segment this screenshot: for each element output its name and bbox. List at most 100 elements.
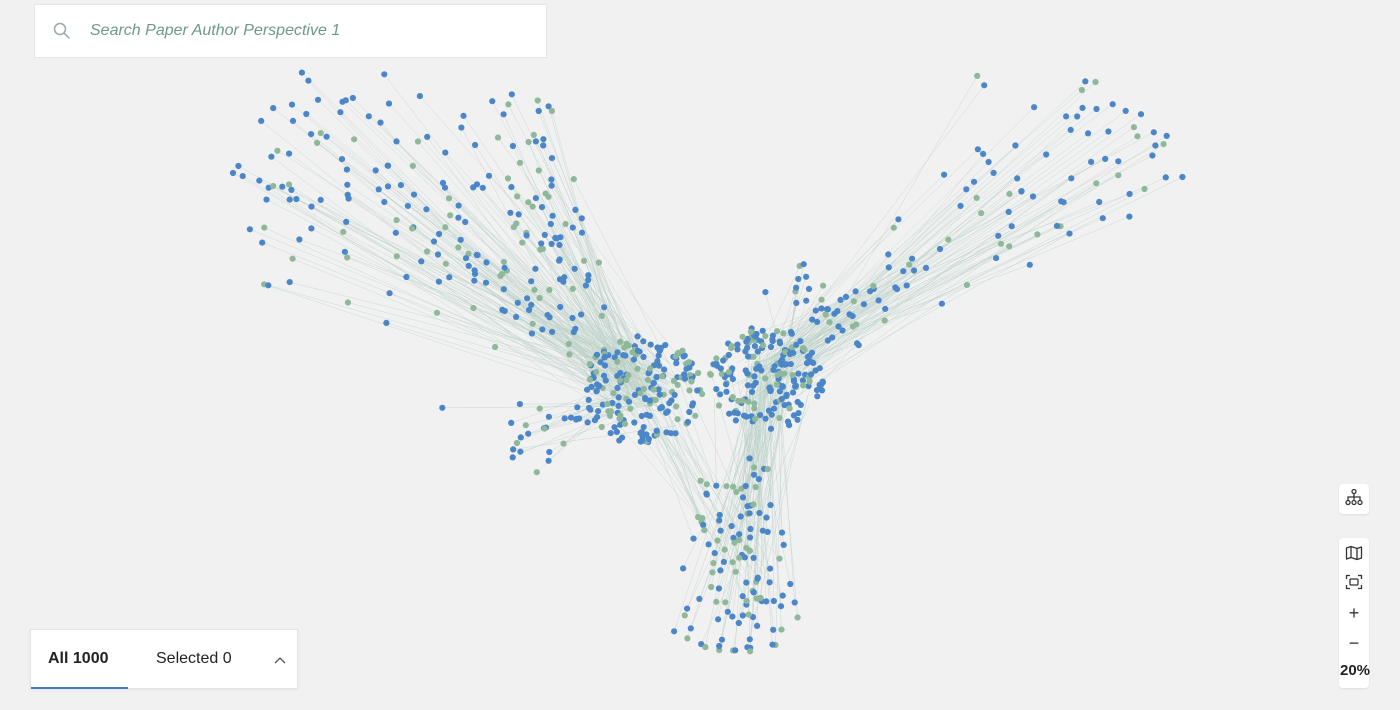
graph-edge	[752, 406, 791, 585]
graph-edge	[551, 185, 697, 383]
graph-node	[885, 264, 892, 271]
graph-node	[372, 167, 379, 174]
graph-node	[516, 401, 524, 408]
graph-node	[1115, 158, 1122, 165]
graph-node	[423, 206, 430, 213]
graph-node	[767, 565, 774, 572]
tab-all[interactable]: All 1000	[48, 650, 109, 667]
graph-node	[609, 399, 616, 407]
graph-edge	[769, 243, 1002, 359]
graph-node	[671, 391, 678, 398]
search-input[interactable]	[88, 21, 512, 41]
graph-edge	[551, 179, 638, 377]
graph-node	[500, 258, 507, 265]
graph-node	[750, 382, 757, 389]
graph-node	[778, 626, 785, 633]
graph-node	[1092, 78, 1099, 86]
graph-node	[826, 319, 833, 326]
graph-node	[778, 529, 786, 536]
graph-node	[808, 349, 816, 356]
graph-node	[424, 248, 431, 255]
graph-node	[743, 579, 750, 586]
graph-node	[745, 353, 752, 360]
graph-node	[637, 438, 644, 445]
search-box[interactable]	[34, 4, 547, 58]
graph-node	[298, 69, 305, 76]
zoom-out-button[interactable]: −	[1339, 630, 1369, 656]
graph-node	[779, 592, 786, 599]
graph-node	[458, 124, 465, 131]
graph-edge	[759, 365, 798, 514]
graph-node	[717, 391, 724, 398]
graph-node	[513, 313, 520, 320]
graph-node	[434, 251, 442, 258]
graph-edge	[347, 302, 647, 382]
graph-node	[767, 343, 775, 351]
graph-edge	[511, 186, 670, 387]
graph-node	[526, 306, 533, 314]
graph-node	[900, 268, 907, 275]
graph-node	[757, 412, 764, 419]
graph-edge	[686, 418, 777, 609]
graph-node	[779, 383, 786, 390]
graph-node	[835, 323, 842, 330]
graph-node	[279, 183, 286, 190]
graph-node	[685, 359, 693, 366]
graph-node	[936, 245, 944, 253]
graph-node	[614, 358, 621, 365]
graph-node	[627, 405, 634, 412]
graph-node	[548, 240, 555, 247]
graph-node	[414, 138, 422, 145]
graph-node	[465, 262, 472, 269]
graph-node	[386, 290, 393, 297]
graph-node	[586, 360, 593, 368]
graph-node	[1126, 190, 1133, 198]
graph-node	[1031, 104, 1038, 111]
graph-node	[621, 344, 628, 351]
graph-node	[672, 353, 679, 360]
graph-node	[747, 648, 754, 655]
graph-node	[460, 112, 467, 119]
graph-node	[351, 136, 358, 143]
graph-node	[739, 397, 746, 404]
graph-node	[546, 286, 553, 293]
graph-edge	[512, 145, 622, 381]
graph-node	[1137, 111, 1145, 118]
fit-view-button[interactable]	[1339, 571, 1369, 597]
graph-node	[745, 398, 752, 405]
graph-edge	[758, 131, 1109, 379]
graph-node	[725, 369, 733, 376]
graph-node	[439, 179, 447, 186]
graph-node	[671, 628, 678, 635]
graph-edge	[301, 72, 639, 408]
graph-node	[540, 142, 547, 149]
graph-node	[667, 430, 675, 437]
graph-node	[483, 259, 490, 266]
graph-node	[797, 338, 804, 345]
graph-node	[548, 182, 555, 189]
graph-node	[617, 377, 624, 384]
map-view-button[interactable]	[1339, 542, 1369, 568]
expand-panel-button[interactable]	[271, 652, 289, 670]
graph-node	[594, 381, 601, 388]
graph-node	[787, 580, 794, 588]
zoom-in-button[interactable]: +	[1339, 600, 1369, 626]
graph-node	[535, 167, 542, 174]
graph-node	[751, 405, 758, 412]
graph-node	[617, 369, 624, 377]
fit-view-icon	[1345, 574, 1363, 595]
graph-node	[807, 371, 815, 378]
graph-edge	[292, 258, 652, 408]
graph-node	[766, 579, 773, 586]
graph-node	[794, 416, 801, 423]
graph-node	[762, 375, 769, 382]
graph-node	[338, 156, 346, 163]
graph-node	[695, 369, 702, 377]
tab-selected[interactable]: Selected 0	[156, 650, 232, 667]
graph-node	[790, 378, 798, 385]
graph-node	[578, 215, 585, 222]
graph-node	[789, 372, 796, 379]
graph-node	[430, 238, 438, 245]
layout-hierarchy-button[interactable]	[1339, 484, 1369, 514]
